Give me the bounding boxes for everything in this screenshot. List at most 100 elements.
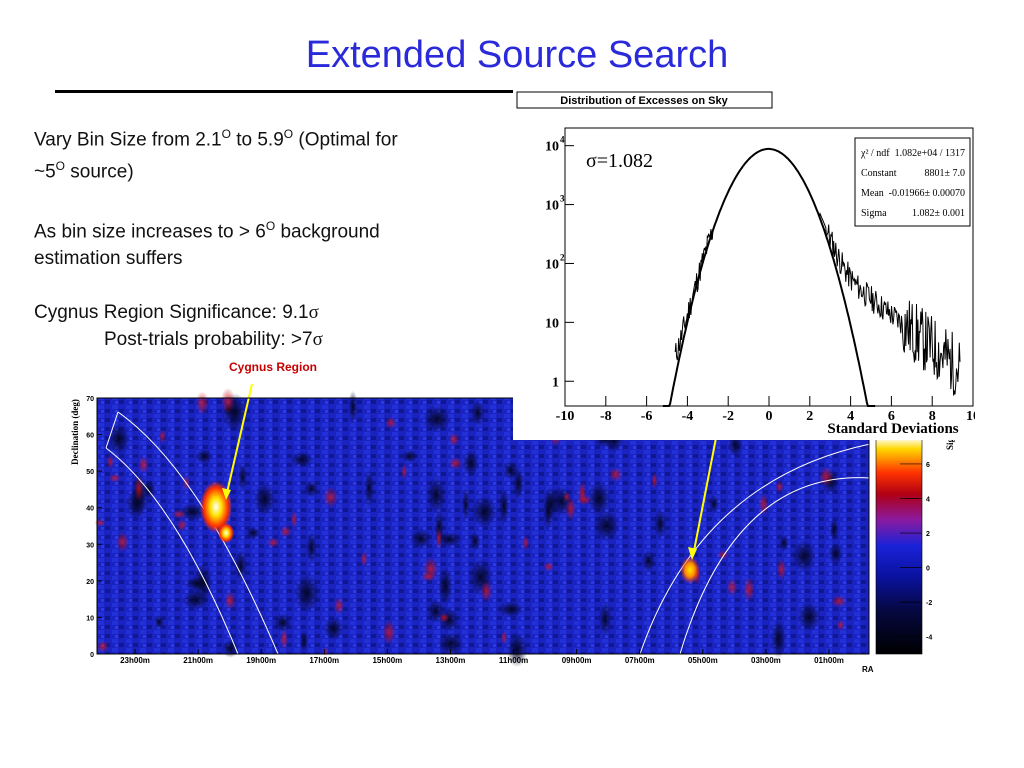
noise-warm — [115, 531, 130, 553]
noise-dark — [348, 390, 358, 424]
skymap-y-axis-label: Declination (deg) — [70, 399, 80, 465]
source-arrowhead — [688, 547, 697, 560]
sky-x-tick-label: 01h00m — [814, 656, 844, 665]
noise-warm — [279, 525, 292, 538]
noise-warm — [435, 527, 443, 550]
fit-stat-value: 1.082e+04 / 1317 — [895, 148, 965, 159]
sky-y-tick-label: 50 — [86, 469, 94, 476]
noise-dark — [506, 631, 528, 668]
noise-warm — [224, 591, 236, 610]
galactic-band-edge — [105, 411, 119, 449]
noise-dark — [273, 613, 292, 633]
source-arrow — [692, 437, 717, 557]
hist-y-tick-label: 10 — [545, 140, 559, 155]
histogram-fit-curve — [662, 147, 876, 407]
noise-warm — [565, 496, 576, 521]
sigma-annotation: σ=1.082 — [586, 150, 653, 172]
noise-dark — [779, 534, 789, 552]
noise-dark — [797, 601, 821, 632]
sky-y-tick-label: 20 — [86, 579, 94, 586]
noise-dark — [598, 601, 612, 637]
noise-warm — [94, 518, 106, 527]
noise-warm — [448, 457, 463, 470]
hist-x-tick-label: 0 — [766, 409, 773, 424]
noise-dark — [238, 462, 247, 492]
histogram-x-axis: -10 -8 -6 -4 -2 0 2 4 6 8 10 — [556, 396, 975, 424]
noise-warm — [195, 391, 210, 416]
sky-x-tick-label: 23h00m — [120, 656, 150, 665]
bullet-background: As bin size increases to > 6O background — [34, 218, 380, 242]
noise-warm — [608, 467, 623, 482]
noise-warm — [172, 509, 186, 519]
noise-dark — [426, 476, 446, 514]
noise-warm — [137, 455, 149, 474]
noise-dark — [462, 450, 479, 477]
noise-warm — [500, 630, 508, 645]
cygnus-arrow — [225, 383, 253, 498]
colorbar-tick-label: 4 — [926, 496, 930, 503]
noise-warm — [717, 550, 729, 560]
noise-dark — [498, 487, 510, 525]
noise-warm — [543, 561, 555, 572]
hist-y-tick-label: 1 — [552, 375, 559, 390]
hist-x-tick-label: 8 — [929, 409, 936, 424]
noise-dark — [470, 531, 481, 551]
fit-stat-value: 1.082± 0.001 — [912, 208, 965, 219]
bullet-background-cont: estimation suffers — [34, 247, 183, 269]
galactic-band-edge — [105, 447, 239, 655]
fit-stat-label: Constant — [861, 168, 897, 179]
noise-dark — [245, 526, 261, 540]
noise-dark — [654, 509, 667, 539]
skymap-y-axis: 0 10 20 30 40 50 60 70 — [86, 396, 102, 659]
galactic-band-edge — [117, 411, 279, 655]
bullet-post-trials: Post-trials probability: >7σ — [104, 328, 323, 350]
noise-dark — [498, 601, 524, 618]
noise-dark — [253, 482, 276, 516]
noise-dark — [828, 542, 844, 565]
noise-dark — [709, 494, 719, 513]
galactic-band-edge — [679, 477, 871, 655]
noise-warm — [448, 432, 460, 447]
noise-dark — [409, 528, 432, 549]
colorbar-tick-label: -2 — [926, 600, 932, 607]
histogram-title-box — [516, 91, 773, 109]
sky-x-tick-label: 21h00m — [183, 656, 213, 665]
hist-x-tick-label: 10 — [966, 409, 975, 424]
noise-warm — [382, 620, 396, 645]
noise-warm — [522, 535, 530, 551]
colorbar-tick-label: 6 — [926, 462, 930, 469]
noise-dark — [299, 629, 309, 653]
noise-warm — [333, 597, 345, 615]
sky-x-tick-label: 15h00m — [372, 656, 402, 665]
noise-warm — [831, 595, 847, 608]
hist-x-tick-label: -2 — [722, 409, 734, 424]
noise-dark — [423, 405, 451, 433]
noise-warm — [220, 387, 236, 414]
skymap-x-axis: 23h00m 21h00m 19h00m 17h00m 15h00m 13h00m 11h0… — [120, 649, 844, 665]
hist-y-tick-label: 10 — [545, 316, 559, 331]
noise-dark — [401, 449, 418, 463]
noise-warm — [108, 473, 121, 483]
noise-warm — [401, 463, 408, 480]
colorbar-tick-label: 0 — [926, 566, 930, 573]
noise-warm — [836, 619, 845, 631]
hist-x-tick-label: -10 — [556, 409, 575, 424]
noise-dark — [437, 631, 464, 656]
noise-dark — [829, 518, 839, 542]
noise-warm — [360, 550, 368, 567]
sky-x-tick-label: 03h00m — [751, 656, 781, 665]
noise-warm — [726, 578, 738, 597]
noise-warm — [323, 487, 339, 508]
hist-y-tick-label: 10 — [545, 257, 559, 272]
noise-dark — [471, 400, 485, 426]
hist-x-tick-label: -4 — [682, 409, 694, 424]
noise-dark — [471, 495, 498, 528]
noise-dark — [294, 573, 320, 613]
hist-y-tick-exponent: 2 — [560, 252, 565, 262]
cygnus-arrowhead — [222, 488, 231, 500]
slide-title: Extended Source Search — [305, 34, 729, 76]
colorbar-tick-label: 2 — [926, 531, 930, 538]
